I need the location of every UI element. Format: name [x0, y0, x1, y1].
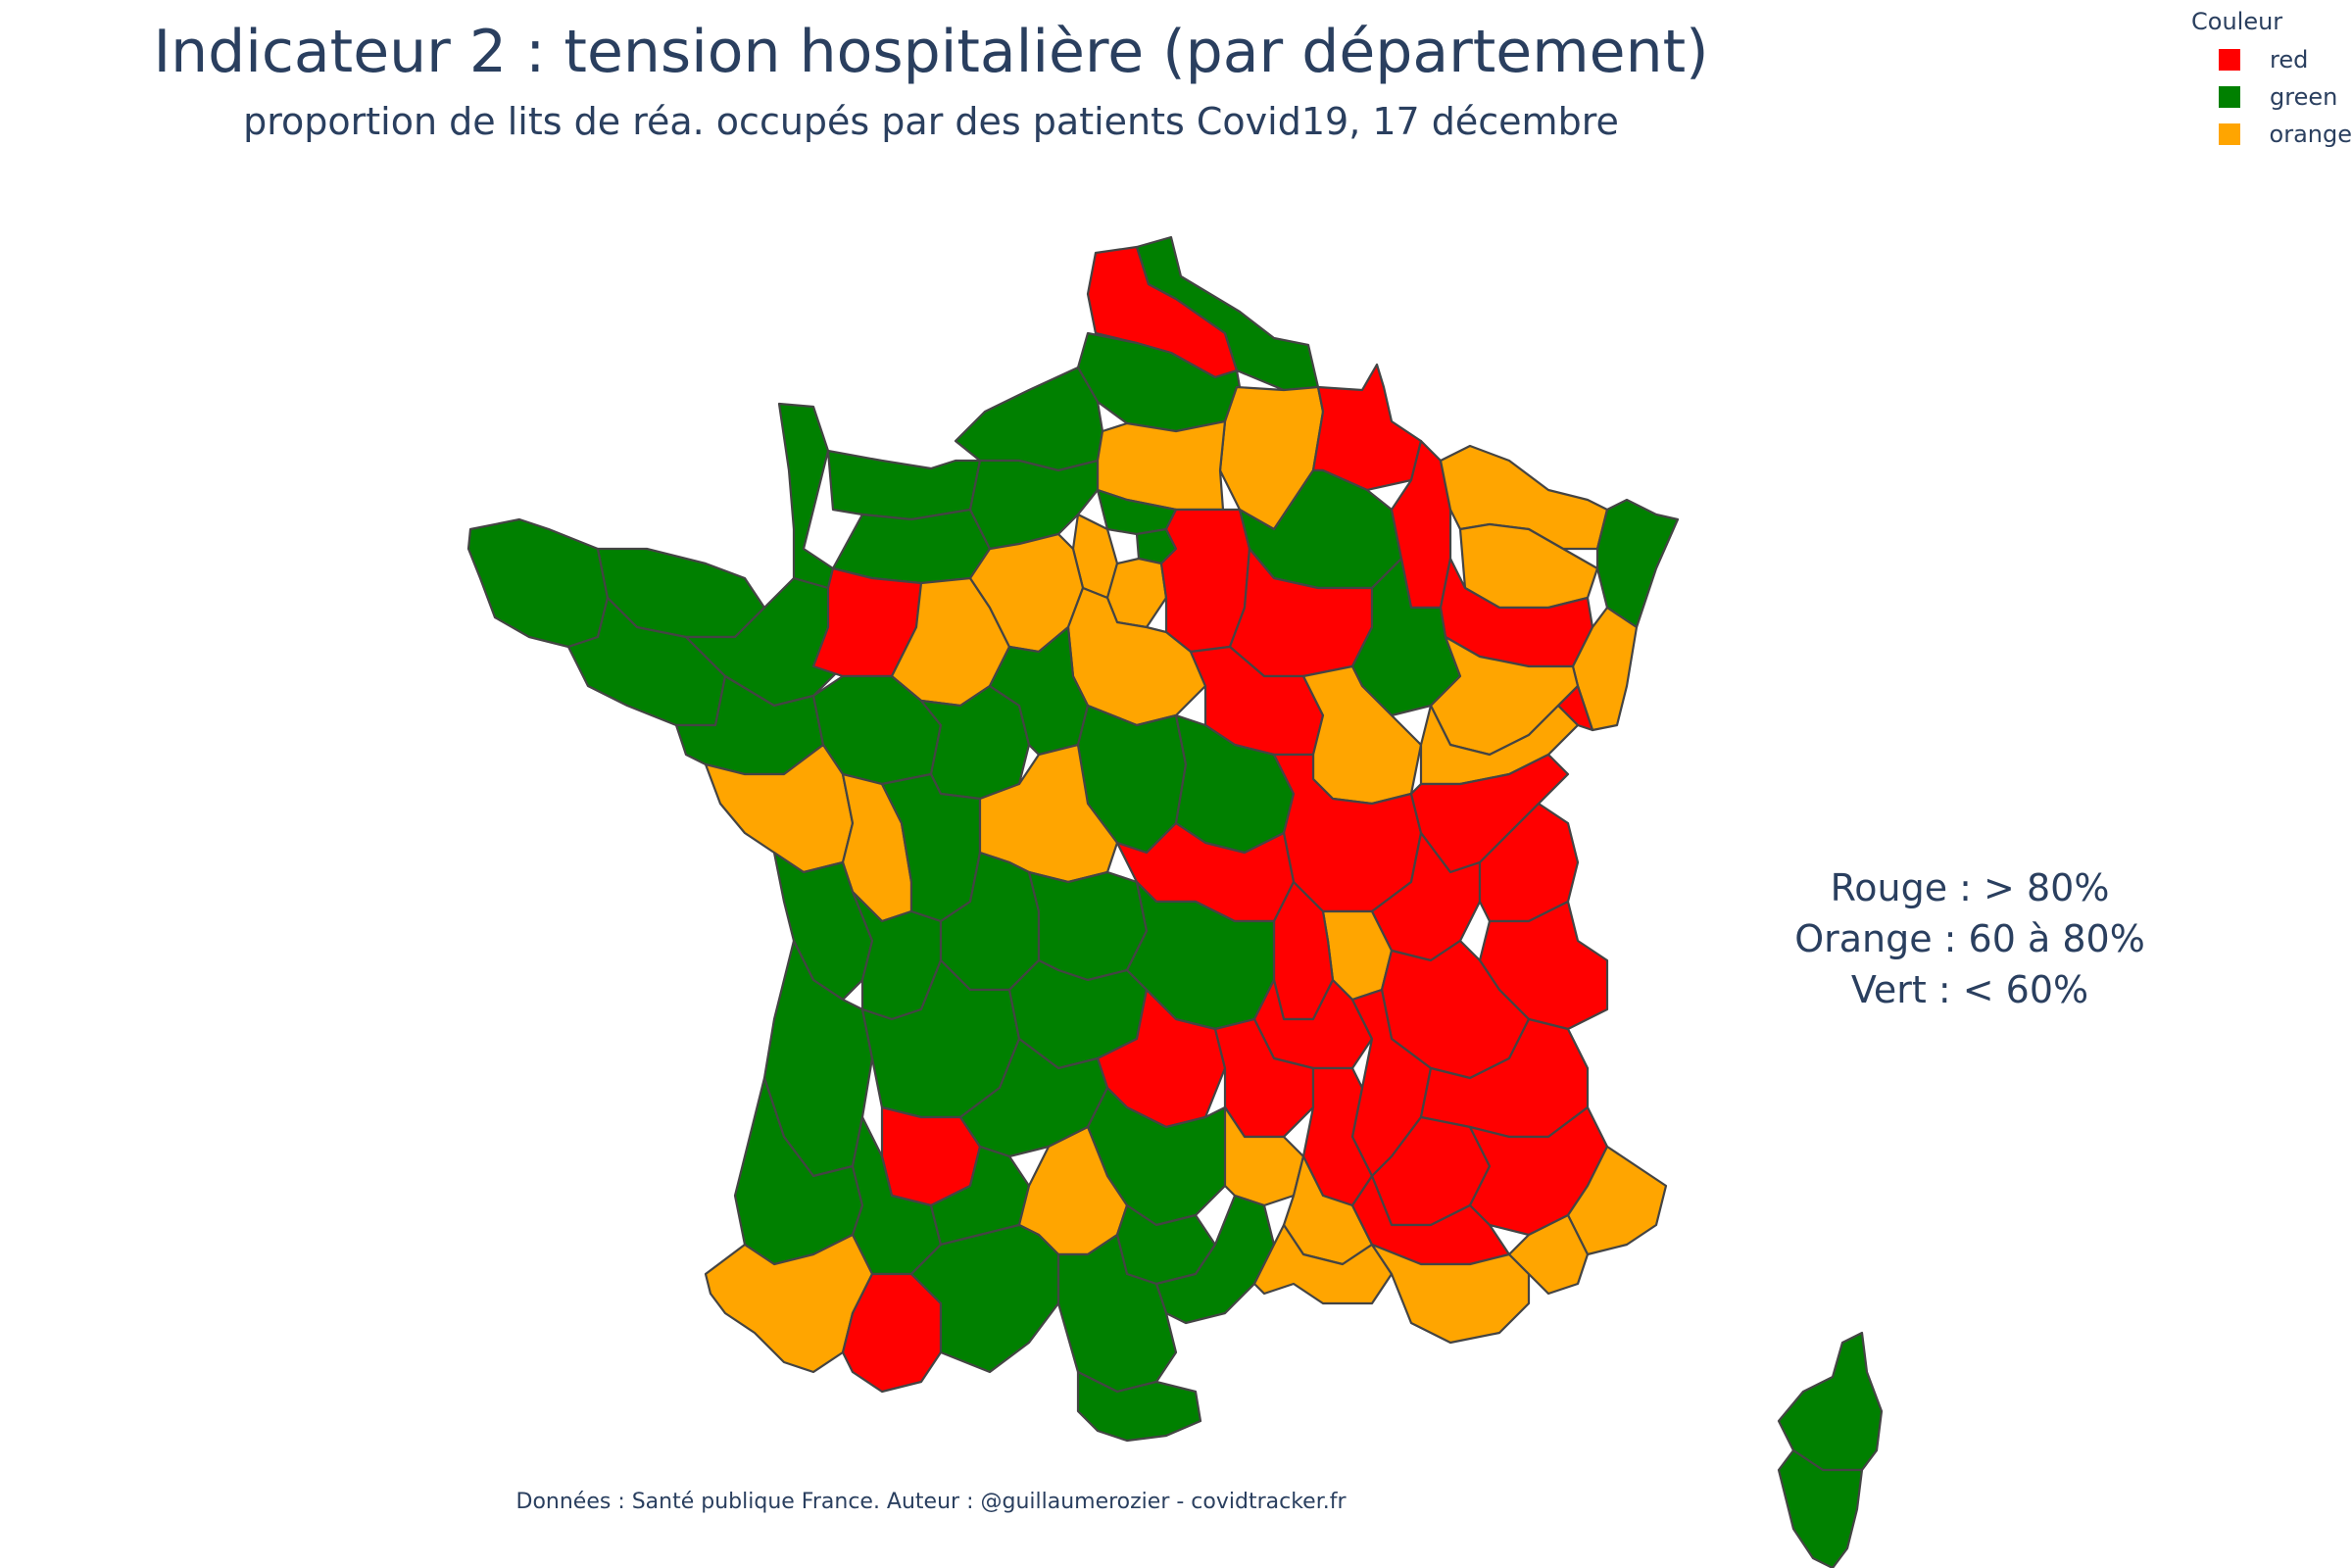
legend-title: Couleur: [2191, 8, 2283, 35]
region-calvados[interactable]: [826, 449, 982, 521]
region-indre-et-loire[interactable]: [919, 684, 1031, 801]
legend: Couleur red green orange: [2191, 8, 2352, 153]
legend-label: green: [2270, 83, 2338, 111]
region-ardennes[interactable]: [1311, 363, 1423, 492]
region-finistere[interactable]: [466, 517, 610, 649]
region-alpes-maritimes[interactable]: [1566, 1145, 1668, 1256]
legend-item-green[interactable]: green: [2191, 78, 2352, 116]
region-aude[interactable]: [1056, 1233, 1178, 1394]
region-pyrenees-orientales[interactable]: [1076, 1370, 1202, 1443]
region-haute-savoie[interactable]: [1478, 802, 1580, 923]
color-scale-legend: Rouge : > 80% Orange : 60 à 80% Vert : <…: [1754, 862, 2185, 1015]
region-bas-rhin[interactable]: [1595, 498, 1680, 629]
legend-item-red[interactable]: red: [2191, 41, 2352, 78]
region-essonne[interactable]: [1105, 557, 1168, 629]
scale-red-line: Rouge : > 80%: [1830, 866, 2110, 909]
legend-label: red: [2270, 46, 2309, 74]
region-manche[interactable]: [777, 402, 835, 590]
scale-orange-line: Orange : 60 à 80%: [1794, 917, 2145, 960]
region-corse-du-sud[interactable]: [1777, 1448, 1864, 1568]
source-credit: Données : Santé publique France. Auteur …: [515, 1490, 1347, 1514]
legend-swatch-orange: [2219, 123, 2240, 145]
region-orne[interactable]: [831, 508, 992, 585]
region-gard[interactable]: [1223, 1105, 1305, 1207]
region-var-est[interactable]: [1507, 1213, 1590, 1296]
scale-green-line: Vert : < 60%: [1850, 968, 2089, 1011]
map-title: Indicateur 2 : tension hospitalière (par…: [153, 18, 1709, 86]
region-lozere[interactable]: [1213, 1017, 1315, 1139]
legend-swatch-green: [2219, 86, 2240, 108]
legend-swatch-red: [2219, 49, 2240, 71]
legend-label: orange: [2269, 121, 2352, 148]
region-hautes-pyrenees[interactable]: [841, 1272, 943, 1394]
region-ariege[interactable]: [909, 1223, 1060, 1374]
region-bouches-du-rhone[interactable]: [1252, 1223, 1394, 1305]
map-subtitle: proportion de lits de réa. occupés par d…: [243, 100, 1619, 143]
region-var[interactable]: [1370, 1243, 1531, 1345]
region-nord[interactable]: [1135, 235, 1320, 392]
legend-item-orange[interactable]: orange: [2191, 116, 2352, 153]
region-haute-corse[interactable]: [1777, 1331, 1884, 1472]
region-seine-maritime[interactable]: [954, 366, 1104, 472]
